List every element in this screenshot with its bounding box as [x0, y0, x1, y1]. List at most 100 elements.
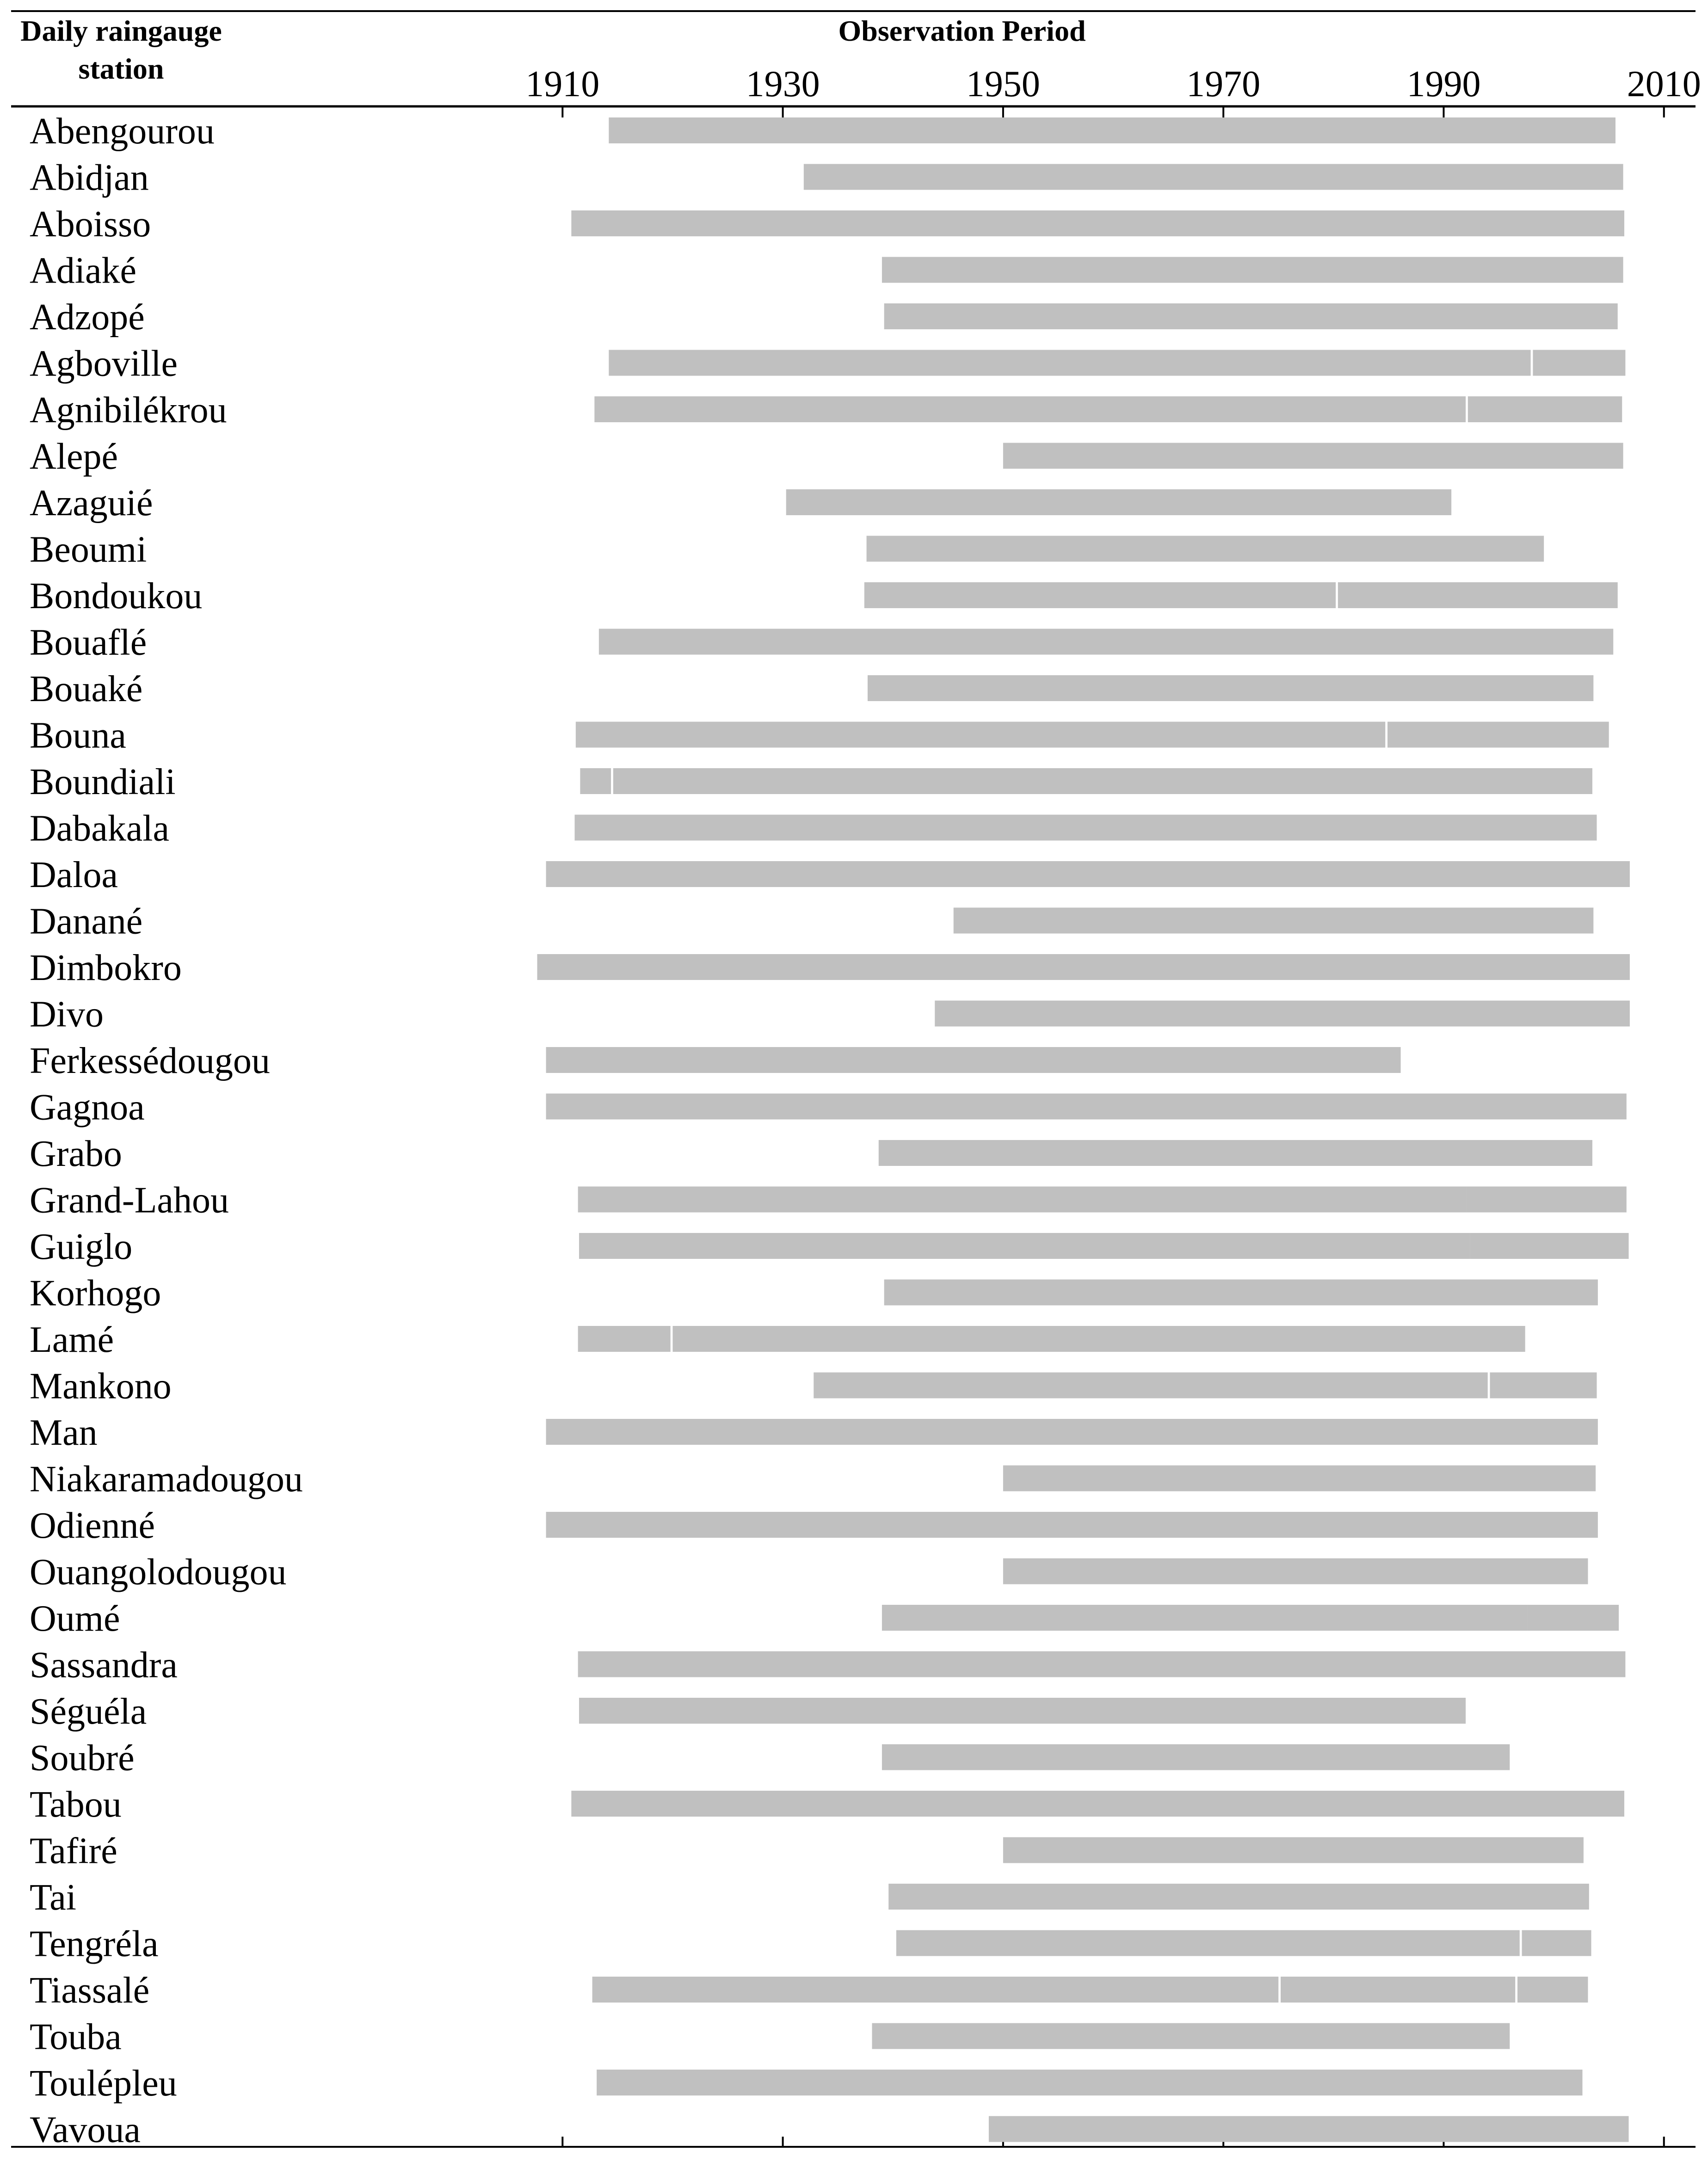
observation-bar: [672, 1326, 1525, 1352]
station-row: Bouna: [30, 715, 1609, 756]
observation-bar: [884, 1279, 1598, 1306]
station-header-line-2: station: [79, 52, 164, 85]
station-label: Séguéla: [30, 1691, 147, 1732]
station-label: Bouaké: [30, 669, 142, 709]
station-row: Aboisso: [30, 204, 1625, 245]
station-row: Adiaké: [30, 251, 1623, 291]
station-label: Daloa: [30, 855, 118, 895]
observation-bar: [574, 814, 1597, 841]
observation-bar: [988, 2116, 1629, 2142]
station-row: Agboville: [30, 344, 1626, 384]
station-row: Abengourou: [30, 111, 1616, 152]
station-row: Toulépleu: [30, 2063, 1583, 2104]
station-header-line-1: Daily raingauge: [20, 14, 222, 47]
observation-bar: [884, 303, 1618, 329]
observation-bar: [580, 768, 611, 794]
observation-bar: [814, 1372, 1488, 1399]
observation-bar: [578, 1326, 671, 1352]
station-row: Korhogo: [30, 1273, 1598, 1314]
station-row: Beoumi: [30, 530, 1544, 570]
station-label: Bondoukou: [30, 576, 202, 616]
station-label: Agnibilékrou: [30, 390, 227, 431]
x-tick-label: 1970: [1186, 64, 1260, 105]
observation-bar: [872, 2023, 1510, 2049]
observation-bar: [1517, 1977, 1588, 2003]
observation-bar: [882, 1744, 1510, 1770]
station-row: Daloa: [30, 855, 1630, 895]
station-label: Danané: [30, 901, 142, 942]
station-label: Mankono: [30, 1366, 172, 1407]
station-label: Divo: [30, 994, 104, 1035]
station-label: Niakaramadougou: [30, 1459, 303, 1500]
station-label: Ouangolodougou: [30, 1552, 287, 1593]
station-label: Beoumi: [30, 530, 147, 570]
station-row: Oumé: [30, 1598, 1619, 1639]
observation-bar: [1522, 1930, 1591, 1956]
station-label: Soubré: [30, 1738, 135, 1779]
observation-bar: [578, 1651, 1626, 1677]
observation-bar: [579, 1698, 1466, 1724]
station-label: Adzopé: [30, 297, 145, 338]
station-row: Divo: [30, 994, 1630, 1035]
station-row: Boundiali: [30, 762, 1592, 802]
observation-bar: [896, 1930, 1520, 1956]
observation-bar: [878, 1140, 1592, 1166]
station-label: Grand-Lahou: [30, 1180, 229, 1221]
observation-bar: [1387, 721, 1609, 748]
station-label: Lamé: [30, 1319, 114, 1360]
observation-bar: [546, 1512, 1598, 1538]
station-label: Abidjan: [30, 158, 149, 198]
observation-bar: [546, 861, 1630, 887]
station-row: Ferkessédougou: [30, 1041, 1401, 1081]
observation-bar: [1533, 350, 1626, 376]
observation-bar: [935, 1000, 1630, 1027]
station-label: Alepé: [30, 437, 118, 477]
station-label: Tiassalé: [30, 1970, 149, 2011]
observation-bar: [888, 1884, 1114, 1910]
station-row: Touba: [30, 2017, 1510, 2058]
station-label: Agboville: [30, 344, 178, 384]
x-tick-label: 1930: [746, 64, 820, 105]
station-label: Dimbokro: [30, 948, 182, 988]
observation-bar: [803, 164, 1623, 190]
observation-bar: [609, 350, 1531, 376]
station-row: Azaguié: [30, 483, 1452, 524]
station-row: Gagnoa: [30, 1087, 1627, 1128]
observation-bar: [866, 536, 1544, 562]
station-row: Ouangolodougou: [30, 1552, 1588, 1593]
station-label: Korhogo: [30, 1273, 161, 1314]
station-row: Niakaramadougou: [30, 1459, 1596, 1500]
station-label: Azaguié: [30, 483, 153, 524]
station-row: Tiassalé: [30, 1970, 1588, 2011]
station-row: Lamé: [30, 1319, 1525, 1360]
observation-bar: [1490, 1372, 1597, 1399]
x-tick-label: 1950: [966, 64, 1040, 105]
observation-period-header: Observation Period: [838, 14, 1085, 47]
observation-bar: [1527, 1605, 1619, 1631]
station-row: Bouaflé: [30, 622, 1614, 663]
station-label: Adiaké: [30, 251, 136, 291]
x-tick-label: 2010: [1627, 64, 1701, 105]
station-label: Bouna: [30, 715, 126, 756]
station-label: Toulépleu: [30, 2063, 177, 2104]
station-row: Mankono: [30, 1366, 1597, 1407]
station-label: Tafiré: [30, 1831, 117, 1872]
observation-bar: [867, 675, 1594, 701]
station-label: Boundiali: [30, 762, 176, 802]
station-label: Touba: [30, 2017, 122, 2058]
station-label: Ferkessédougou: [30, 1041, 270, 1081]
station-label: Bouaflé: [30, 622, 147, 663]
observation-bar: [575, 721, 1386, 748]
observation-bar: [882, 257, 1623, 283]
observation-bar: [1003, 1465, 1596, 1491]
observation-bar: [546, 1093, 1627, 1120]
station-row: Abidjan: [30, 158, 1623, 198]
observation-bar: [953, 907, 1594, 934]
observation-bar: [537, 954, 1630, 980]
station-row: Vavoua: [30, 2110, 1629, 2151]
station-label: Oumé: [30, 1598, 120, 1639]
observation-bar: [786, 489, 1452, 515]
observation-bar: [1003, 1558, 1588, 1584]
observation-bar: [578, 1186, 1467, 1213]
